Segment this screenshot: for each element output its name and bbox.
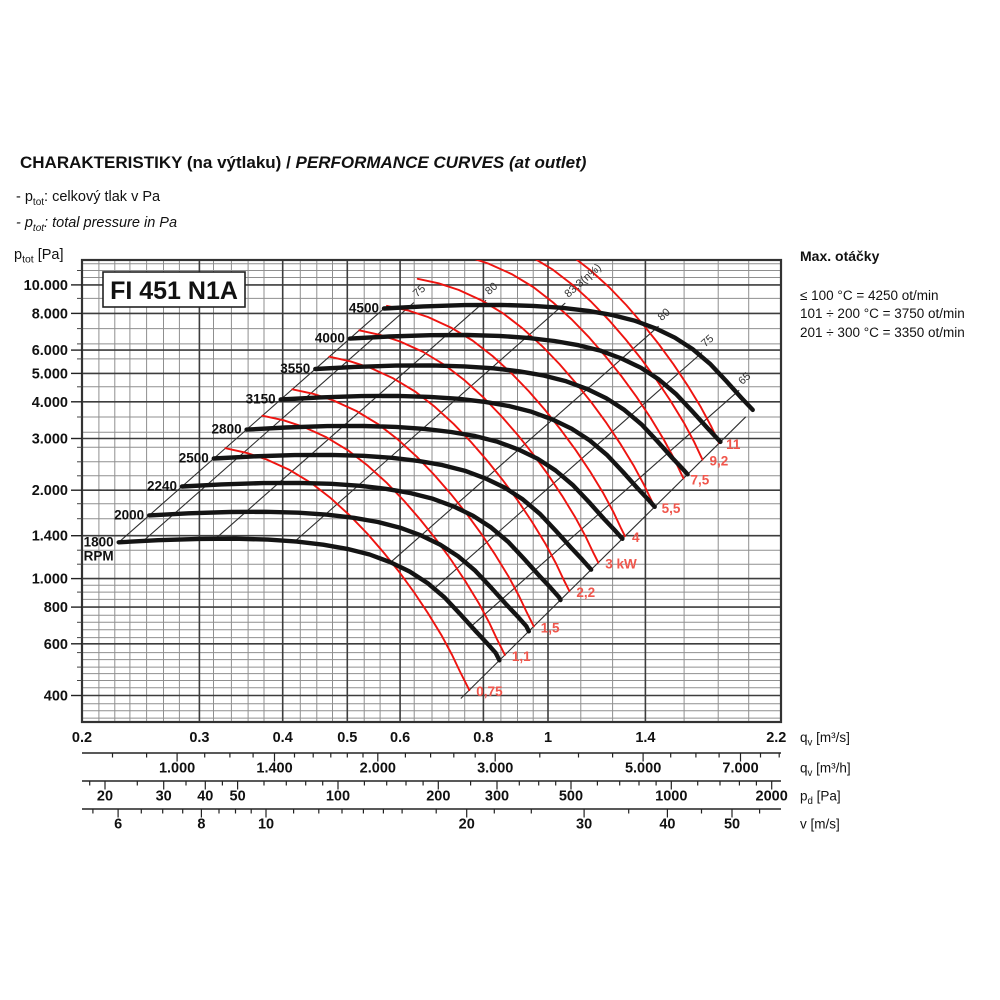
legend-notes: - ptot: celkový tlak v Pa - ptot: total …	[16, 187, 177, 239]
ruler-tick-label: 40	[197, 789, 213, 805]
max-speed-line-1: ≤ 100 °C = 4250 ot/min	[800, 287, 939, 303]
ruler-tick-label: 1.000	[159, 761, 195, 777]
y-tick-label: 5.000	[32, 366, 68, 382]
rpm-label: 2000	[114, 507, 144, 522]
page-title: CHARAKTERISTIKY (na výtlaku) / PERFORMAN…	[20, 153, 586, 173]
max-speed-line-3: 201 ÷ 300 °C = 3350 ot/min	[800, 324, 965, 340]
power-label: 11	[726, 437, 741, 452]
ruler-tick-label: 30	[576, 817, 592, 833]
max-speed-line-2: 101 ÷ 200 °C = 3750 ot/min	[800, 306, 965, 321]
model-label-box	[102, 271, 246, 308]
efficiency-label: 80	[656, 306, 673, 323]
ruler-tick-label: 2.000	[360, 761, 396, 777]
axis-unit-label: qv [m³/h]	[800, 761, 851, 780]
title-czech: CHARAKTERISTIKY (na výtlaku)	[20, 153, 282, 172]
axes: 10.0008.0006.0005.0004.0003.0002.0001.40…	[14, 247, 851, 833]
ruler-tick-label: 40	[659, 817, 675, 833]
rpm-label: 3550	[280, 361, 310, 376]
ruler-tick-label: 8	[197, 817, 205, 833]
power-label: 9,2	[710, 454, 729, 469]
power-label: 7,5	[691, 472, 710, 487]
ruler-tick-label: 3.000	[477, 761, 513, 777]
power-curves	[224, 260, 721, 692]
y-tick-label: 1.400	[32, 529, 68, 545]
title-separator: /	[281, 153, 296, 172]
y-tick-label: 600	[44, 637, 68, 653]
rpm-curves	[116, 302, 755, 663]
y-tick-label: 4.000	[32, 395, 68, 411]
x-tick-label: 1	[544, 730, 552, 746]
x-tick-label: 0.2	[72, 730, 92, 746]
title-english: PERFORMANCE CURVES (at outlet)	[295, 153, 587, 172]
ruler-tick-label: 50	[724, 817, 740, 833]
y-tick-label: 400	[44, 689, 68, 705]
x-tick-label: 0.8	[473, 730, 493, 746]
ruler-tick-label: 200	[426, 789, 450, 805]
power-label: 0,75	[476, 684, 503, 699]
rpm-label: 1800	[84, 534, 114, 549]
note-ptot-czech: - ptot: celkový tlak v Pa	[16, 189, 161, 208]
ruler-tick-label: 7.000	[722, 761, 758, 777]
rpm-label: 2240	[147, 478, 177, 493]
ruler-tick-label: 300	[485, 789, 509, 805]
efficiency-label: 80	[483, 280, 500, 297]
x-tick-label: 2.2	[766, 730, 786, 746]
ruler-tick-label: 20	[97, 789, 113, 805]
ruler-tick-label: 6	[114, 817, 122, 833]
y-tick-label: 6.000	[32, 343, 68, 359]
y-tick-label: 1.000	[32, 572, 68, 588]
axis-unit-label: v [m/s]	[800, 817, 840, 832]
axis-unit-label: qv [m³/s]	[800, 730, 850, 749]
x-tick-label: 0.6	[390, 730, 410, 746]
efficiency-label: 75	[699, 333, 716, 350]
y-tick-label: 2.000	[32, 483, 68, 499]
ruler-tick-label: 10	[258, 817, 274, 833]
ruler-tick-label: 30	[156, 789, 172, 805]
ruler-tick-label: 100	[326, 789, 350, 805]
performance-chart: 10.000 8.000 6.000 5.000 4.000 3.000 2.000 1.40…	[0, 240, 1000, 855]
rpm-label: 3150	[246, 392, 276, 407]
rpm-label: 2500	[179, 450, 209, 465]
power-label: 1,5	[541, 620, 560, 635]
max-speed-heading: Max. otáčky	[800, 248, 880, 264]
x-tick-label: 0.4	[273, 730, 293, 746]
rpm-label: 4000	[315, 331, 345, 346]
axis-unit-label: ptot [Pa]	[14, 247, 64, 266]
x-tick-label: 1.4	[635, 730, 655, 746]
power-label: 3 kW	[605, 557, 637, 572]
x-tick-label: 0.5	[337, 730, 357, 746]
power-label: 4	[632, 530, 640, 545]
performance-chart-svg: 10.0008.0006.0005.0004.0003.0002.0001.40…	[14, 247, 851, 833]
ruler-tick-label: 1.400	[256, 761, 292, 777]
x-tick-label: 0.3	[189, 730, 209, 746]
rpm-label: 2800	[212, 422, 242, 437]
power-label: 2,2	[576, 585, 595, 600]
ruler-tick-label: 50	[230, 789, 246, 805]
y-tick-label: 3.000	[32, 432, 68, 448]
y-tick-label: 10.000	[24, 278, 68, 294]
ruler-tick-label: 5.000	[625, 761, 661, 777]
axis-unit-label: pd [Pa]	[800, 789, 841, 808]
ruler-tick-label: 500	[559, 789, 583, 805]
max-speed-panel: Max. otáčky ≤ 100 °C = 4250 ot/min 101 ÷…	[800, 247, 995, 342]
y-tick-label: 8.000	[32, 306, 68, 322]
rpm-label: 4500	[349, 301, 379, 316]
ruler-tick-label: 20	[459, 817, 475, 833]
note-ptot-english: - ptot: total pressure in Pa	[16, 214, 178, 234]
ruler-tick-label: 1000	[655, 789, 687, 805]
model-label: FI 451 N1A	[110, 277, 238, 305]
power-label: 1,1	[512, 649, 531, 664]
y-tick-label: 800	[44, 600, 68, 616]
power-label: 5,5	[662, 501, 681, 516]
ruler-tick-label: 2000	[756, 789, 788, 805]
rpm-unit-label: RPM	[84, 548, 114, 563]
